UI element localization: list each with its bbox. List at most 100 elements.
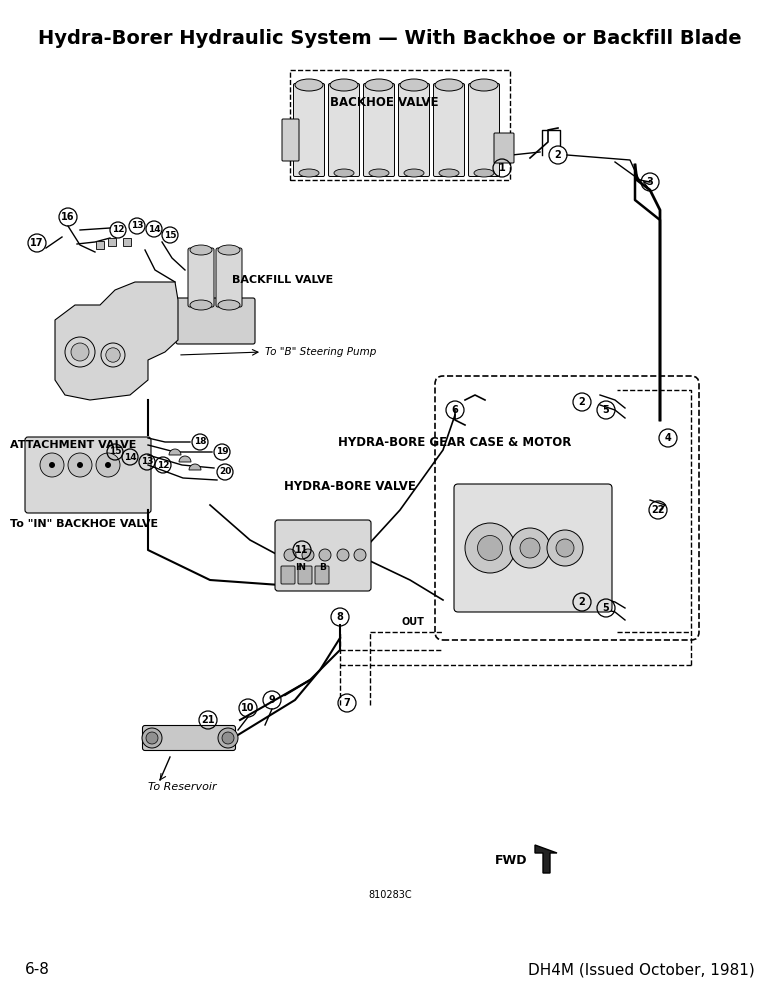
Polygon shape xyxy=(55,282,178,400)
Ellipse shape xyxy=(218,245,240,255)
Text: 15: 15 xyxy=(164,231,176,239)
FancyBboxPatch shape xyxy=(315,566,329,584)
Text: BACKFILL VALVE: BACKFILL VALVE xyxy=(232,275,333,285)
Circle shape xyxy=(284,549,296,561)
FancyBboxPatch shape xyxy=(282,119,299,161)
Text: 4: 4 xyxy=(665,433,672,443)
FancyBboxPatch shape xyxy=(216,248,242,307)
Ellipse shape xyxy=(404,169,424,177)
FancyBboxPatch shape xyxy=(469,84,499,176)
FancyBboxPatch shape xyxy=(275,520,371,591)
Circle shape xyxy=(354,549,366,561)
Text: 12: 12 xyxy=(112,226,124,234)
Text: 13: 13 xyxy=(140,458,153,466)
Circle shape xyxy=(68,453,92,477)
Circle shape xyxy=(520,538,540,558)
Text: 2: 2 xyxy=(555,150,562,160)
Text: To "B" Steering Pump: To "B" Steering Pump xyxy=(265,347,377,357)
Circle shape xyxy=(71,343,89,361)
Ellipse shape xyxy=(435,79,463,91)
Ellipse shape xyxy=(400,79,428,91)
Text: 7: 7 xyxy=(344,698,350,708)
Text: 3: 3 xyxy=(647,177,654,187)
Circle shape xyxy=(510,528,550,568)
Text: 5: 5 xyxy=(603,603,609,613)
Circle shape xyxy=(142,728,162,748)
Circle shape xyxy=(218,728,238,748)
Ellipse shape xyxy=(470,79,498,91)
FancyBboxPatch shape xyxy=(399,84,430,176)
Text: 18: 18 xyxy=(193,438,206,446)
Text: DH4M (Issued October, 1981): DH4M (Issued October, 1981) xyxy=(528,962,755,978)
Circle shape xyxy=(106,348,120,362)
FancyBboxPatch shape xyxy=(434,84,465,176)
Text: Hydra-Borer Hydraulic System — With Backhoe or Backfill Blade: Hydra-Borer Hydraulic System — With Back… xyxy=(38,28,742,47)
FancyBboxPatch shape xyxy=(454,484,612,612)
Circle shape xyxy=(40,453,64,477)
Text: 15: 15 xyxy=(108,448,121,456)
FancyBboxPatch shape xyxy=(25,437,151,513)
Circle shape xyxy=(477,536,502,560)
Ellipse shape xyxy=(365,79,393,91)
Wedge shape xyxy=(169,449,181,455)
Text: 14: 14 xyxy=(124,452,136,462)
FancyBboxPatch shape xyxy=(293,84,324,176)
Text: 19: 19 xyxy=(216,448,229,456)
Text: HYDRA-BORE GEAR CASE & MOTOR: HYDRA-BORE GEAR CASE & MOTOR xyxy=(338,436,572,448)
FancyBboxPatch shape xyxy=(363,84,395,176)
Text: FWD: FWD xyxy=(495,854,527,866)
Text: 2: 2 xyxy=(579,397,585,407)
Text: BACKHOE VALVE: BACKHOE VALVE xyxy=(330,96,438,108)
Circle shape xyxy=(96,453,120,477)
FancyBboxPatch shape xyxy=(494,133,514,163)
Circle shape xyxy=(146,732,158,744)
Ellipse shape xyxy=(190,300,212,310)
Circle shape xyxy=(49,462,55,468)
Circle shape xyxy=(337,549,349,561)
FancyBboxPatch shape xyxy=(328,84,360,176)
Text: 6-8: 6-8 xyxy=(25,962,50,978)
Polygon shape xyxy=(535,845,557,873)
Circle shape xyxy=(547,530,583,566)
Text: 11: 11 xyxy=(296,545,309,555)
Text: 6: 6 xyxy=(452,405,459,415)
Text: 20: 20 xyxy=(219,468,231,477)
Text: 21: 21 xyxy=(201,715,215,725)
Ellipse shape xyxy=(334,169,354,177)
Text: 810283C: 810283C xyxy=(368,890,412,900)
Ellipse shape xyxy=(369,169,389,177)
Text: B: B xyxy=(320,562,327,572)
Ellipse shape xyxy=(439,169,459,177)
Text: To Reservoir: To Reservoir xyxy=(148,782,217,792)
Circle shape xyxy=(465,523,515,573)
Text: HYDRA-BORE VALVE: HYDRA-BORE VALVE xyxy=(284,481,416,493)
Circle shape xyxy=(302,549,314,561)
FancyBboxPatch shape xyxy=(176,298,255,344)
FancyBboxPatch shape xyxy=(143,726,236,750)
Circle shape xyxy=(319,549,331,561)
Text: IN: IN xyxy=(296,562,307,572)
Bar xyxy=(123,238,131,246)
Text: 5: 5 xyxy=(603,405,609,415)
Text: 1: 1 xyxy=(498,163,505,173)
Circle shape xyxy=(105,462,111,468)
Text: OUT: OUT xyxy=(402,617,425,627)
FancyBboxPatch shape xyxy=(281,566,295,584)
Text: 8: 8 xyxy=(336,612,343,622)
Bar xyxy=(108,238,116,246)
Text: 22: 22 xyxy=(651,505,665,515)
Wedge shape xyxy=(189,464,201,470)
FancyBboxPatch shape xyxy=(188,248,214,307)
Ellipse shape xyxy=(190,245,212,255)
Text: 12: 12 xyxy=(157,460,169,470)
Circle shape xyxy=(556,539,574,557)
Text: 2: 2 xyxy=(579,597,585,607)
Text: 17: 17 xyxy=(30,238,44,248)
Text: 14: 14 xyxy=(147,225,161,233)
Ellipse shape xyxy=(474,169,494,177)
Text: 16: 16 xyxy=(62,212,75,222)
Bar xyxy=(96,241,104,249)
Bar xyxy=(290,70,510,180)
Ellipse shape xyxy=(295,79,323,91)
Text: ATTACHMENT VALVE: ATTACHMENT VALVE xyxy=(10,440,136,450)
